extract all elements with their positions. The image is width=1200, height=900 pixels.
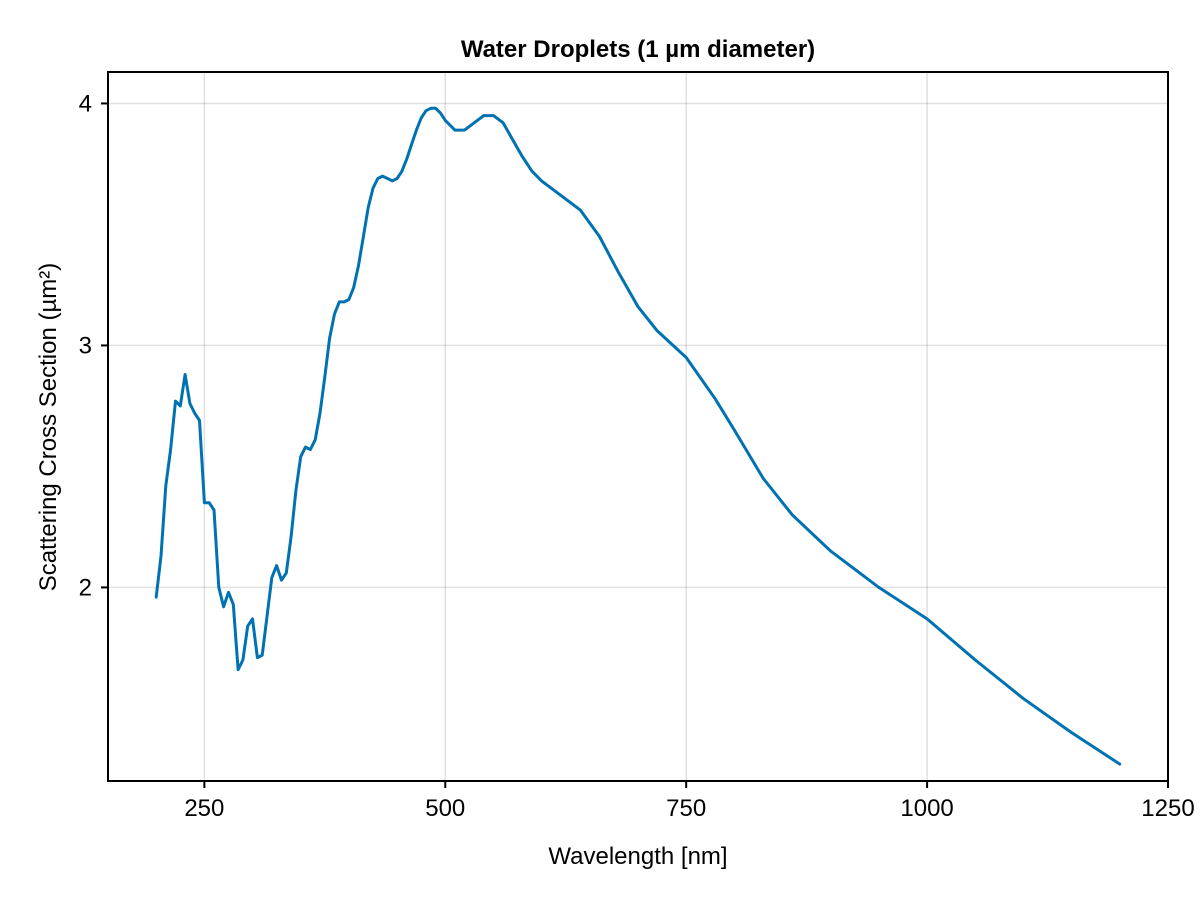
grid xyxy=(108,72,1169,781)
x-tick-label: 1250 xyxy=(1141,795,1194,822)
series-line xyxy=(154,106,1122,766)
x-axis-label: Wavelength [nm] xyxy=(548,843,727,870)
chart-title: Water Droplets (1 µm diameter) xyxy=(461,36,815,63)
y-tick-label: 4 xyxy=(79,90,92,117)
x-tick-label: 750 xyxy=(666,795,706,822)
axis-ticks: 250 500 750 1000 1250 2 3 4 xyxy=(79,90,1195,822)
y-tick-label: 3 xyxy=(79,332,92,359)
y-tick-label: 2 xyxy=(79,574,92,601)
plot-frame xyxy=(107,71,1169,782)
series-layer xyxy=(154,106,1122,766)
x-tick-label: 250 xyxy=(184,795,224,822)
x-tick-label: 1000 xyxy=(900,795,953,822)
y-axis-label: Scattering Cross Section (µm²) xyxy=(35,263,62,592)
x-tick-label: 500 xyxy=(425,795,465,822)
